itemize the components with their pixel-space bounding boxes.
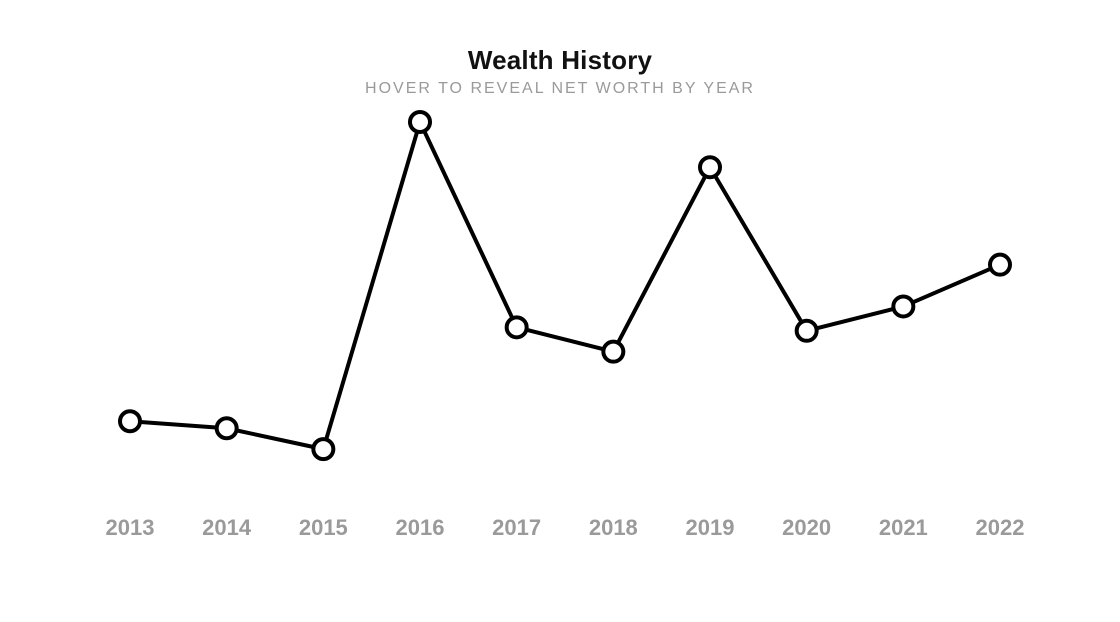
data-point-2018[interactable] [603, 342, 623, 362]
x-tick-label: 2022 [976, 515, 1025, 541]
x-tick-label: 2014 [202, 515, 251, 541]
x-tick-label: 2019 [686, 515, 735, 541]
data-point-2019[interactable] [700, 157, 720, 177]
x-tick-label: 2020 [782, 515, 831, 541]
x-tick-label: 2017 [492, 515, 541, 541]
chart-plot-area [0, 0, 1120, 622]
x-tick-label: 2018 [589, 515, 638, 541]
data-point-2020[interactable] [797, 321, 817, 341]
data-point-2022[interactable] [990, 255, 1010, 275]
data-point-2016[interactable] [410, 112, 430, 132]
data-point-2017[interactable] [507, 317, 527, 337]
x-tick-label: 2016 [396, 515, 445, 541]
data-point-2021[interactable] [893, 296, 913, 316]
data-point-2014[interactable] [217, 418, 237, 438]
x-tick-label: 2015 [299, 515, 348, 541]
series-line [130, 122, 1000, 449]
wealth-history-chart: Wealth History HOVER TO REVEAL NET WORTH… [0, 0, 1120, 622]
data-point-2013[interactable] [120, 411, 140, 431]
x-tick-label: 2013 [106, 515, 155, 541]
x-tick-label: 2021 [879, 515, 928, 541]
data-point-2015[interactable] [313, 439, 333, 459]
